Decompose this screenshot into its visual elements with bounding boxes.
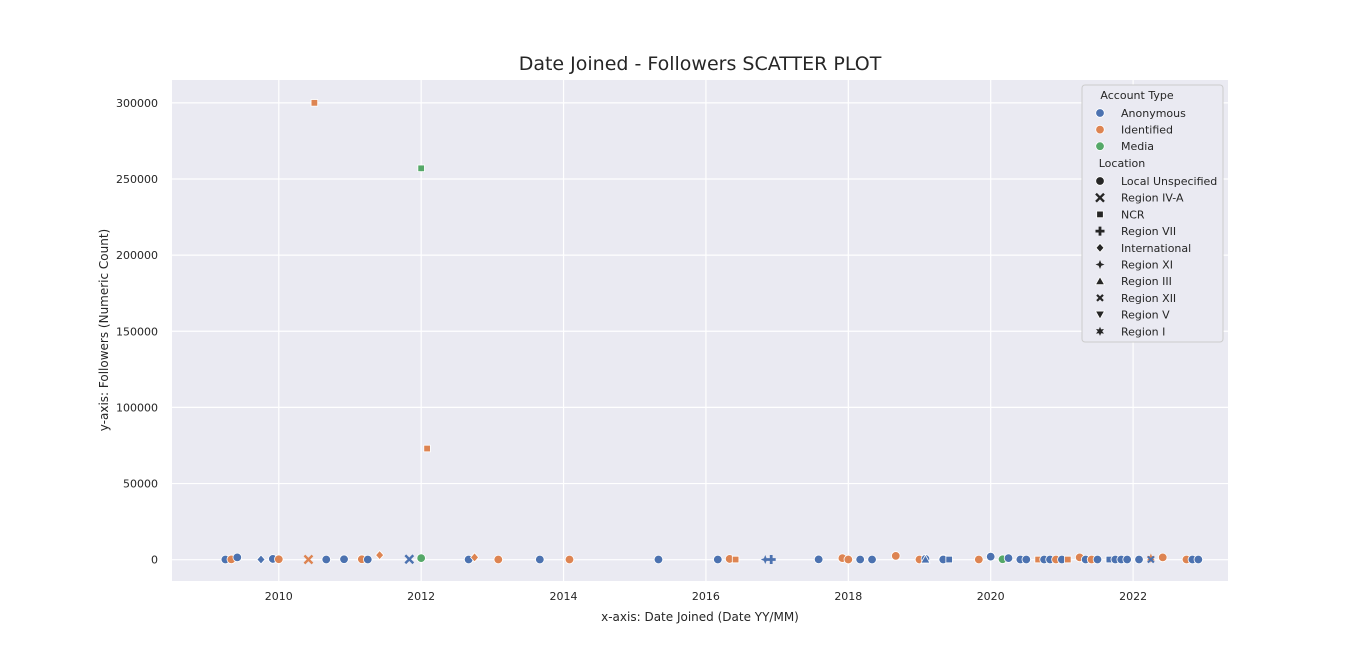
legend-hue-title: Account Type xyxy=(1100,89,1173,102)
y-tick-label: 0 xyxy=(151,554,158,567)
legend-label: Media xyxy=(1121,140,1154,153)
legend-label: International xyxy=(1121,242,1191,255)
legend-marker xyxy=(1095,141,1105,151)
data-point xyxy=(416,553,426,563)
data-point xyxy=(713,554,723,565)
legend-marker xyxy=(1096,210,1104,219)
legend-marker xyxy=(1095,260,1105,269)
legend-label: Local Unspecified xyxy=(1121,175,1217,188)
data-point xyxy=(813,554,824,565)
x-tick-label: 2010 xyxy=(265,590,293,603)
data-point xyxy=(974,554,984,565)
x-tick-label: 2020 xyxy=(977,590,1005,603)
x-tick-label: 2016 xyxy=(692,590,720,603)
legend: Account Type Location Anonymous Identifie… xyxy=(1081,84,1224,343)
y-tick-labels: 0 50000 100000 150000 200000 250000 300000 xyxy=(116,97,158,567)
legend-label: Region III xyxy=(1121,275,1172,288)
x-tick-label: 2022 xyxy=(1119,590,1147,603)
legend-marker xyxy=(1096,294,1104,302)
data-point xyxy=(564,554,575,565)
legend-label: Region V xyxy=(1121,309,1170,322)
data-point xyxy=(1122,554,1132,565)
data-point xyxy=(339,554,349,564)
legend-marker xyxy=(1095,176,1105,186)
data-point xyxy=(985,551,996,562)
data-point xyxy=(855,554,865,565)
data-point xyxy=(417,164,425,173)
data-point xyxy=(653,554,664,565)
data-point xyxy=(867,554,877,565)
x-axis-label: x-axis: Date Joined (Date YY/MM) xyxy=(601,610,799,624)
legend-marker xyxy=(1095,192,1105,203)
x-tick-label: 2014 xyxy=(550,590,578,603)
grid-lines xyxy=(172,80,1228,581)
legend-label: Identified xyxy=(1121,124,1173,137)
x-tick-label: 2018 xyxy=(834,590,862,603)
legend-marker xyxy=(1095,242,1105,253)
data-point xyxy=(470,552,480,563)
legend-label: Region IV-A xyxy=(1121,192,1184,205)
data-point xyxy=(1147,555,1155,564)
legend-marker xyxy=(1095,226,1105,236)
y-tick-label: 200000 xyxy=(116,249,158,262)
data-point xyxy=(256,554,266,565)
data-point xyxy=(1021,554,1031,565)
y-axis-label: y-axis: Followers (Numeric Count) xyxy=(97,229,111,431)
y-tick-label: 300000 xyxy=(116,97,158,110)
legend-marker xyxy=(1096,326,1104,336)
data-point xyxy=(1003,553,1014,563)
data-point xyxy=(1092,554,1103,565)
y-tick-label: 150000 xyxy=(116,325,158,338)
y-tick-label: 250000 xyxy=(116,173,158,186)
legend-label: Region XII xyxy=(1121,292,1176,305)
data-point xyxy=(1064,555,1072,564)
data-point xyxy=(375,550,385,561)
data-point xyxy=(303,554,314,565)
legend-style-title: Location xyxy=(1099,157,1146,170)
y-tick-label: 100000 xyxy=(116,401,158,414)
legend-label: Region VII xyxy=(1121,225,1176,238)
data-point xyxy=(843,554,854,565)
x-tick-label: 2012 xyxy=(407,590,435,603)
legend-label: Region I xyxy=(1121,325,1165,338)
legend-marker xyxy=(1094,310,1106,320)
data-point xyxy=(310,99,319,107)
data-point xyxy=(493,554,503,565)
data-point xyxy=(535,554,545,565)
data-point xyxy=(1158,552,1168,563)
data-point xyxy=(920,554,931,564)
data-point xyxy=(1134,554,1144,565)
legend-label: NCR xyxy=(1121,208,1145,221)
data-point xyxy=(274,554,284,564)
legend-marker xyxy=(1094,275,1106,286)
legend-label: Region XI xyxy=(1121,259,1173,272)
y-tick-label: 50000 xyxy=(123,478,158,491)
data-point xyxy=(1193,554,1204,565)
x-tick-labels: 2010 2012 2014 2016 2018 2020 2022 xyxy=(265,590,1147,603)
data-point xyxy=(232,552,242,563)
legend-marker xyxy=(1095,108,1105,118)
data-point xyxy=(423,444,431,453)
data-points xyxy=(220,99,1204,565)
data-point xyxy=(891,551,901,561)
legend-label: Anonymous xyxy=(1121,107,1186,120)
data-point xyxy=(760,555,770,565)
plot-area xyxy=(172,80,1228,581)
data-point xyxy=(766,555,776,565)
legend-items: Anonymous Identified Media Local Unspecifie… xyxy=(1094,107,1217,338)
data-point xyxy=(945,555,953,564)
legend-frame xyxy=(1081,84,1224,343)
data-point xyxy=(321,554,331,565)
data-point xyxy=(731,555,740,564)
data-point xyxy=(363,554,373,565)
chart-title: Date Joined - Followers SCATTER PLOT xyxy=(519,53,882,75)
data-point xyxy=(404,554,415,565)
legend-marker xyxy=(1095,124,1105,135)
